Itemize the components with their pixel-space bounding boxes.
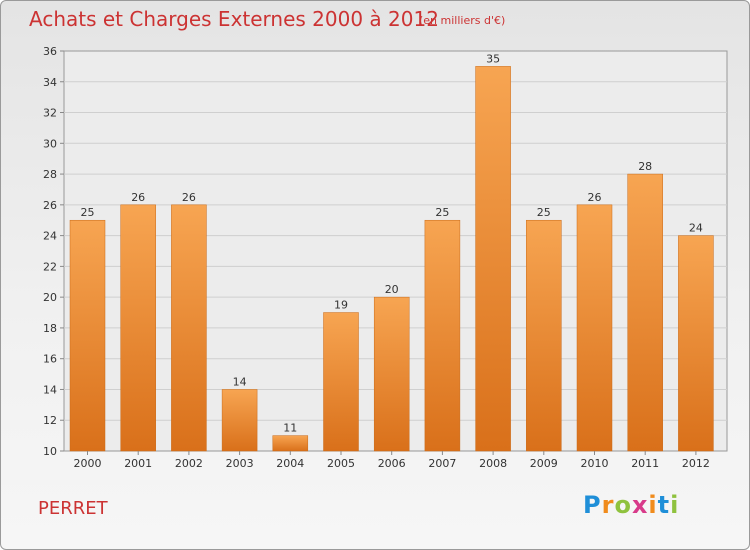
bar-2005 [323,312,359,452]
bar-2006 [373,296,410,452]
x-tick-label: 2012 [682,457,710,470]
x-tick-label: 2004 [276,457,304,470]
x-tick-label: 2010 [581,457,609,470]
x-tick-label: 2000 [74,457,102,470]
x-tick-label: 2007 [428,457,456,470]
bar-2000 [69,219,106,452]
bar-2002 [171,204,207,452]
y-tick-label: 36 [43,45,57,58]
x-tick-label: 2002 [175,457,203,470]
bar-2011 [627,173,663,452]
y-tick-label: 26 [43,199,57,212]
x-axis-ticks: 2000 2001 2002 2003 2004 2005 2006 2007 2008 2009… [74,451,710,470]
y-tick-label: 12 [43,414,57,427]
value-label-2003: 14 [233,375,247,388]
value-label-2007: 25 [435,206,449,219]
x-tick-label: 2008 [479,457,507,470]
bars: 25 26 26 14 11 19 20 25 35 25 26 28 24 [69,52,714,452]
y-tick-label: 32 [43,107,57,120]
value-label-2012: 24 [689,222,703,235]
y-tick-label: 10 [43,445,57,458]
y-tick-label: 34 [43,76,57,89]
bar-2009 [526,219,562,452]
commune-name: PERRET [38,498,108,519]
value-label-2010: 26 [588,191,602,204]
bar-2007 [424,219,461,452]
value-label-2001: 26 [131,191,145,204]
x-tick-label: 2006 [378,457,406,470]
x-tick-label: 2001 [124,457,152,470]
y-tick-label: 22 [43,260,57,273]
y-tick-label: 28 [43,168,57,181]
chart-subtitle: (en milliers d'€) [419,14,506,27]
y-tick-label: 30 [43,137,57,150]
bar-2003 [221,389,258,452]
value-label-2000: 25 [81,206,95,219]
bar-2010 [576,204,613,452]
value-label-2009: 25 [537,206,551,219]
value-label-2011: 28 [638,160,652,173]
value-label-2002: 26 [182,191,196,204]
value-label-2006: 20 [385,283,399,296]
bar-2001 [120,204,156,452]
x-tick-label: 2009 [530,457,558,470]
bar-2004 [272,435,309,452]
value-label-2005: 19 [334,299,348,312]
proxiti-logo[interactable]: Proxiti [583,491,680,519]
bar-2012 [678,235,714,452]
y-axis-ticks: 10 12 14 16 18 20 22 24 26 28 30 32 34 36 [43,45,64,458]
x-tick-label: 2003 [226,457,254,470]
x-tick-label: 2011 [631,457,659,470]
y-tick-label: 24 [43,230,57,243]
y-tick-label: 18 [43,322,57,335]
value-label-2004: 11 [283,422,297,435]
chart-title: Achats et Charges Externes 2000 à 2012 [29,7,439,31]
x-tick-label: 2005 [327,457,355,470]
y-tick-label: 20 [43,291,57,304]
value-label-2008: 35 [486,52,500,65]
y-tick-label: 16 [43,353,57,366]
y-tick-label: 14 [43,383,57,396]
bar-2008 [475,66,511,452]
